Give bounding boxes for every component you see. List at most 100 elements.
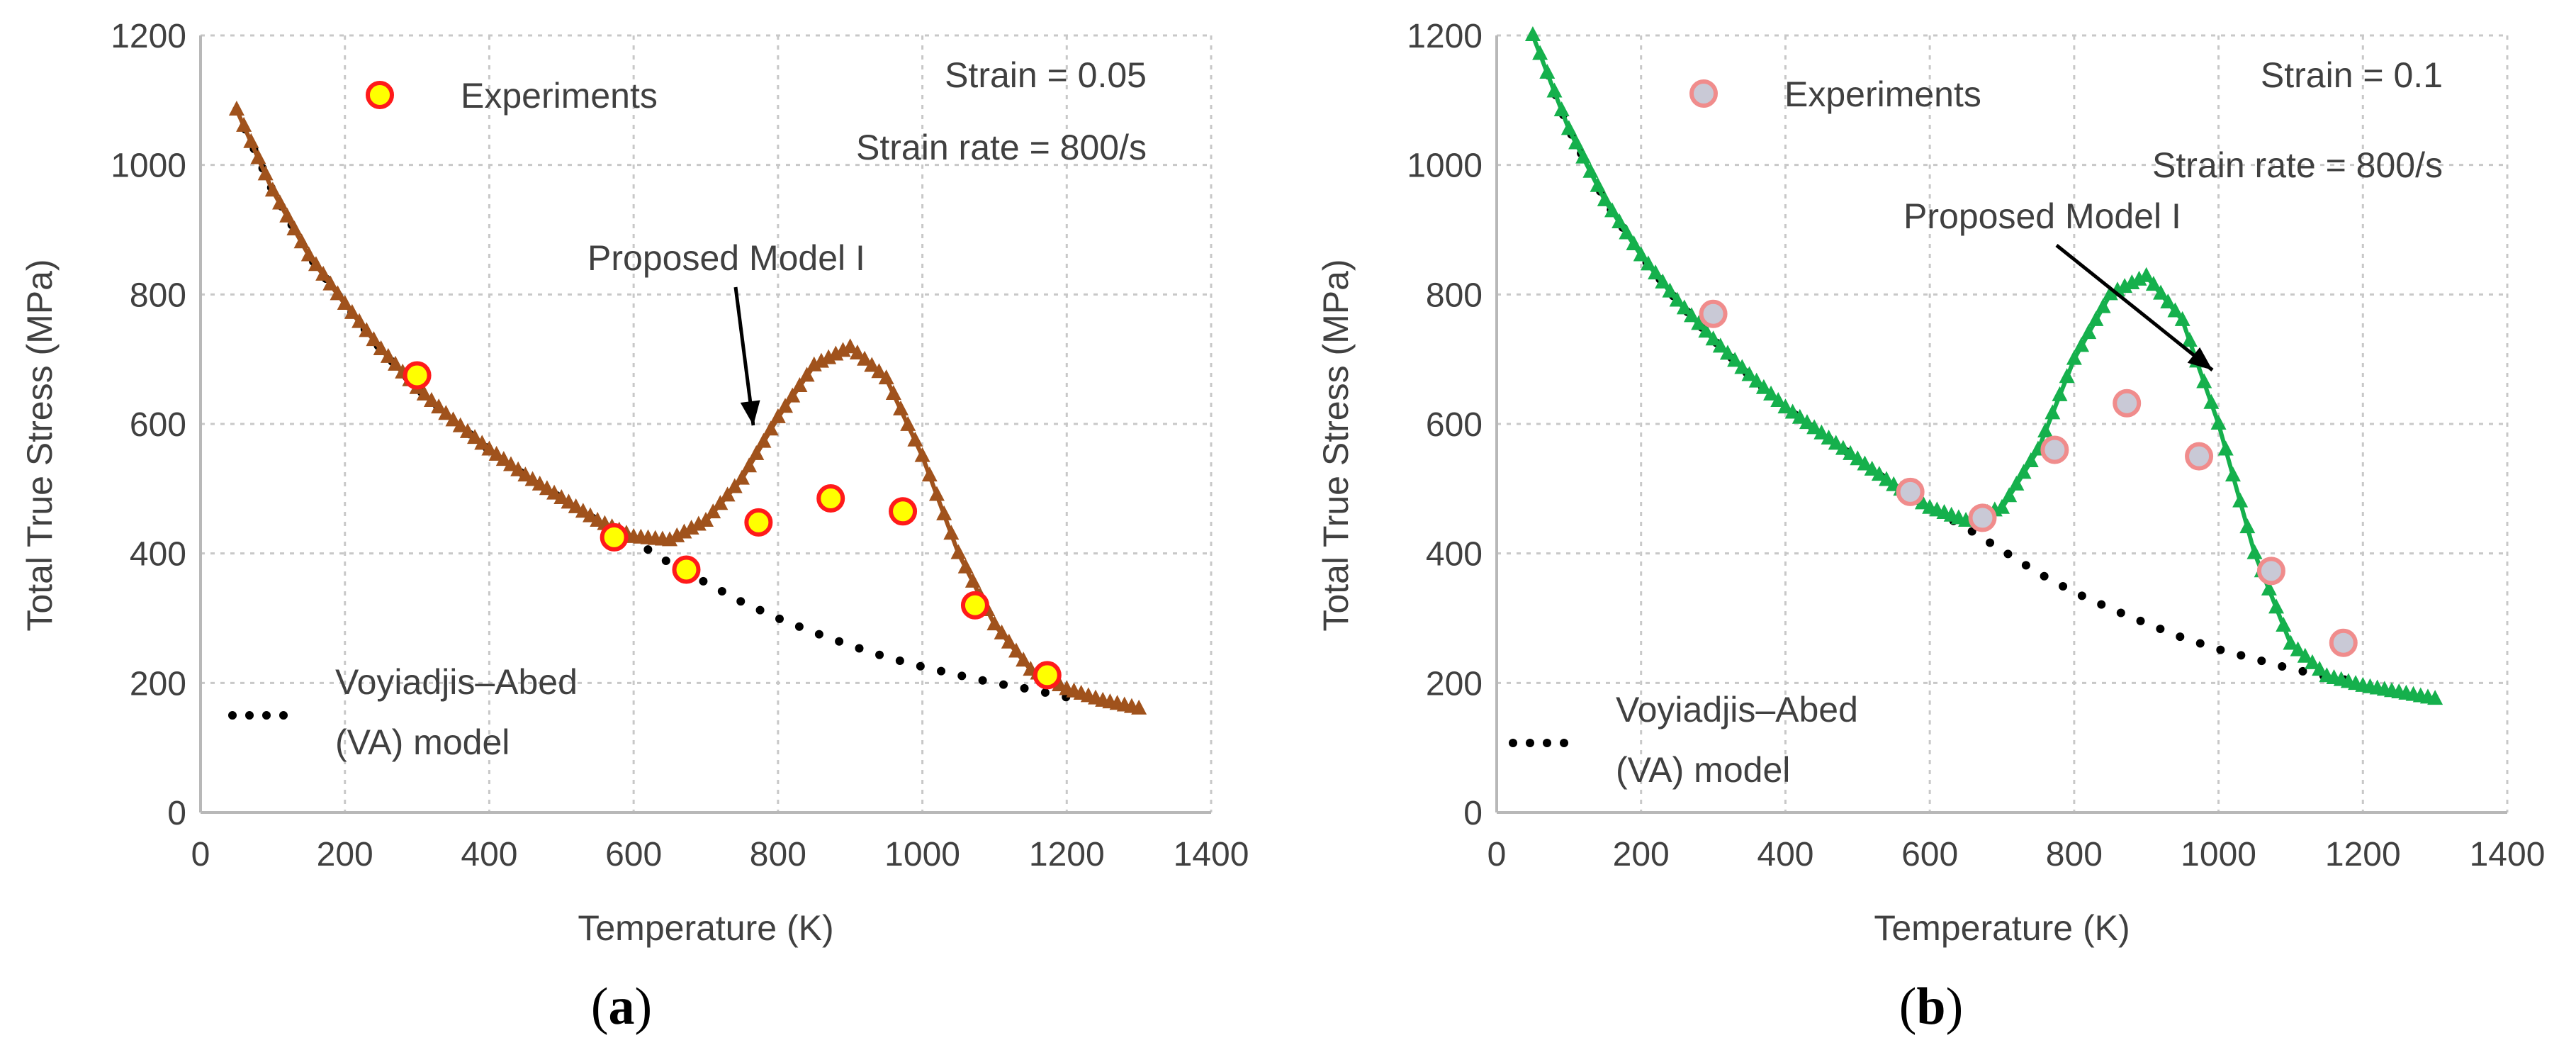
model-marker bbox=[1626, 235, 1642, 251]
model-marker bbox=[936, 505, 952, 520]
y-tick-label: 800 bbox=[1426, 276, 1483, 314]
model-marker bbox=[2217, 440, 2234, 456]
model-marker bbox=[1568, 134, 1585, 150]
va-model-line bbox=[1528, 31, 2368, 688]
model-marker bbox=[2015, 464, 2032, 479]
legend-va-label-line1: Voyiadjis–Abed bbox=[335, 662, 578, 702]
model-marker bbox=[474, 435, 490, 450]
x-tick-label: 800 bbox=[2046, 836, 2103, 873]
model-marker bbox=[1648, 264, 1664, 280]
model-marker bbox=[2312, 661, 2328, 676]
model-marker bbox=[1008, 642, 1024, 658]
model-marker bbox=[690, 515, 707, 531]
model-marker bbox=[921, 466, 938, 482]
model-marker bbox=[741, 457, 758, 473]
model-marker bbox=[2074, 337, 2090, 352]
model-marker bbox=[1748, 372, 1765, 388]
x-tick-label: 600 bbox=[1901, 836, 1958, 873]
model-marker bbox=[885, 384, 901, 400]
model-marker bbox=[849, 344, 865, 359]
model-marker bbox=[2095, 298, 2111, 313]
model-marker bbox=[1131, 699, 1147, 715]
model-marker bbox=[1755, 379, 1772, 394]
model-marker bbox=[1806, 419, 1823, 435]
model-marker bbox=[1734, 359, 1750, 374]
model-marker bbox=[467, 429, 483, 445]
model-marker bbox=[1741, 366, 1757, 381]
model-marker bbox=[228, 101, 244, 116]
model-marker bbox=[416, 385, 432, 401]
model-marker bbox=[359, 322, 375, 337]
model-marker bbox=[2196, 373, 2212, 389]
x-tick-label: 0 bbox=[1487, 836, 1507, 873]
model-marker bbox=[1813, 424, 1830, 440]
model-marker bbox=[878, 369, 894, 385]
model-marker bbox=[1532, 45, 1548, 60]
model-marker bbox=[1539, 63, 1556, 79]
model-marker bbox=[2160, 294, 2176, 309]
model-marker bbox=[243, 133, 259, 148]
legend-experiments-marker bbox=[1689, 79, 1718, 108]
model-marker bbox=[2232, 492, 2249, 508]
model-marker bbox=[705, 503, 721, 519]
y-tick-label: 1200 bbox=[111, 18, 186, 55]
model-marker bbox=[2276, 616, 2292, 632]
model-marker bbox=[857, 350, 873, 366]
model-marker bbox=[907, 431, 923, 447]
y-tick-label: 0 bbox=[1463, 795, 1483, 832]
x-tick-label: 200 bbox=[1613, 836, 1670, 873]
legend-experiments-label: Experiments bbox=[1784, 74, 1981, 114]
model-marker bbox=[726, 478, 743, 493]
model-marker bbox=[2268, 598, 2285, 614]
model-marker bbox=[366, 331, 382, 347]
model-marker bbox=[1604, 202, 1620, 218]
model-marker bbox=[1619, 224, 1635, 240]
model-marker bbox=[2145, 276, 2161, 291]
model-marker bbox=[1546, 82, 1563, 98]
strain-rate-annotation: Strain rate = 800/s bbox=[2152, 145, 2443, 185]
experiment-point bbox=[600, 522, 629, 552]
model-marker bbox=[986, 615, 1003, 631]
model-marker bbox=[662, 531, 678, 547]
model-marker bbox=[300, 246, 317, 262]
y-tick-label: 200 bbox=[130, 665, 186, 703]
model-line bbox=[235, 108, 1140, 711]
model-marker bbox=[1712, 337, 1728, 353]
experiment-point bbox=[672, 555, 701, 584]
model-marker bbox=[337, 295, 353, 311]
model-marker bbox=[459, 423, 476, 438]
model-marker bbox=[1001, 633, 1017, 649]
model-marker bbox=[264, 181, 281, 197]
model-marker bbox=[755, 432, 772, 448]
model-marker bbox=[250, 149, 266, 164]
model-marker bbox=[733, 469, 750, 485]
model-marker bbox=[1640, 255, 1656, 271]
experiment-point bbox=[2113, 389, 2142, 418]
model-marker bbox=[1684, 307, 1700, 323]
legend-experiments-label: Experiments bbox=[461, 76, 658, 116]
y-axis-title: Total True Stress (MPa) bbox=[20, 259, 60, 631]
model-marker bbox=[272, 194, 288, 210]
experiment-point bbox=[816, 484, 845, 513]
model-marker bbox=[943, 525, 960, 540]
model-marker bbox=[2153, 284, 2169, 300]
model-marker bbox=[712, 495, 729, 510]
model-marker bbox=[257, 165, 274, 181]
model-marker bbox=[864, 357, 880, 372]
model-marker bbox=[900, 415, 916, 431]
model-marker bbox=[481, 440, 497, 456]
model-marker bbox=[842, 338, 858, 354]
model-marker bbox=[1879, 471, 1895, 486]
model-marker bbox=[2023, 452, 2039, 467]
chart-panel-a: 0 200 400 600 800 1000 1200 0 200 400 600 800 1000 12… bbox=[20, 18, 1249, 948]
model-marker bbox=[2225, 466, 2241, 482]
strain-rate-annotation: Strain rate = 800/s bbox=[856, 128, 1147, 167]
x-tick-label: 1400 bbox=[1174, 836, 1249, 873]
experiment-point bbox=[1968, 503, 1997, 532]
y-tick-label: 1000 bbox=[111, 147, 186, 185]
model-marker bbox=[698, 512, 714, 527]
model-marker bbox=[669, 527, 685, 542]
model-marker bbox=[1994, 498, 2010, 514]
model-arrow-head bbox=[740, 400, 760, 425]
model-marker bbox=[763, 420, 779, 436]
